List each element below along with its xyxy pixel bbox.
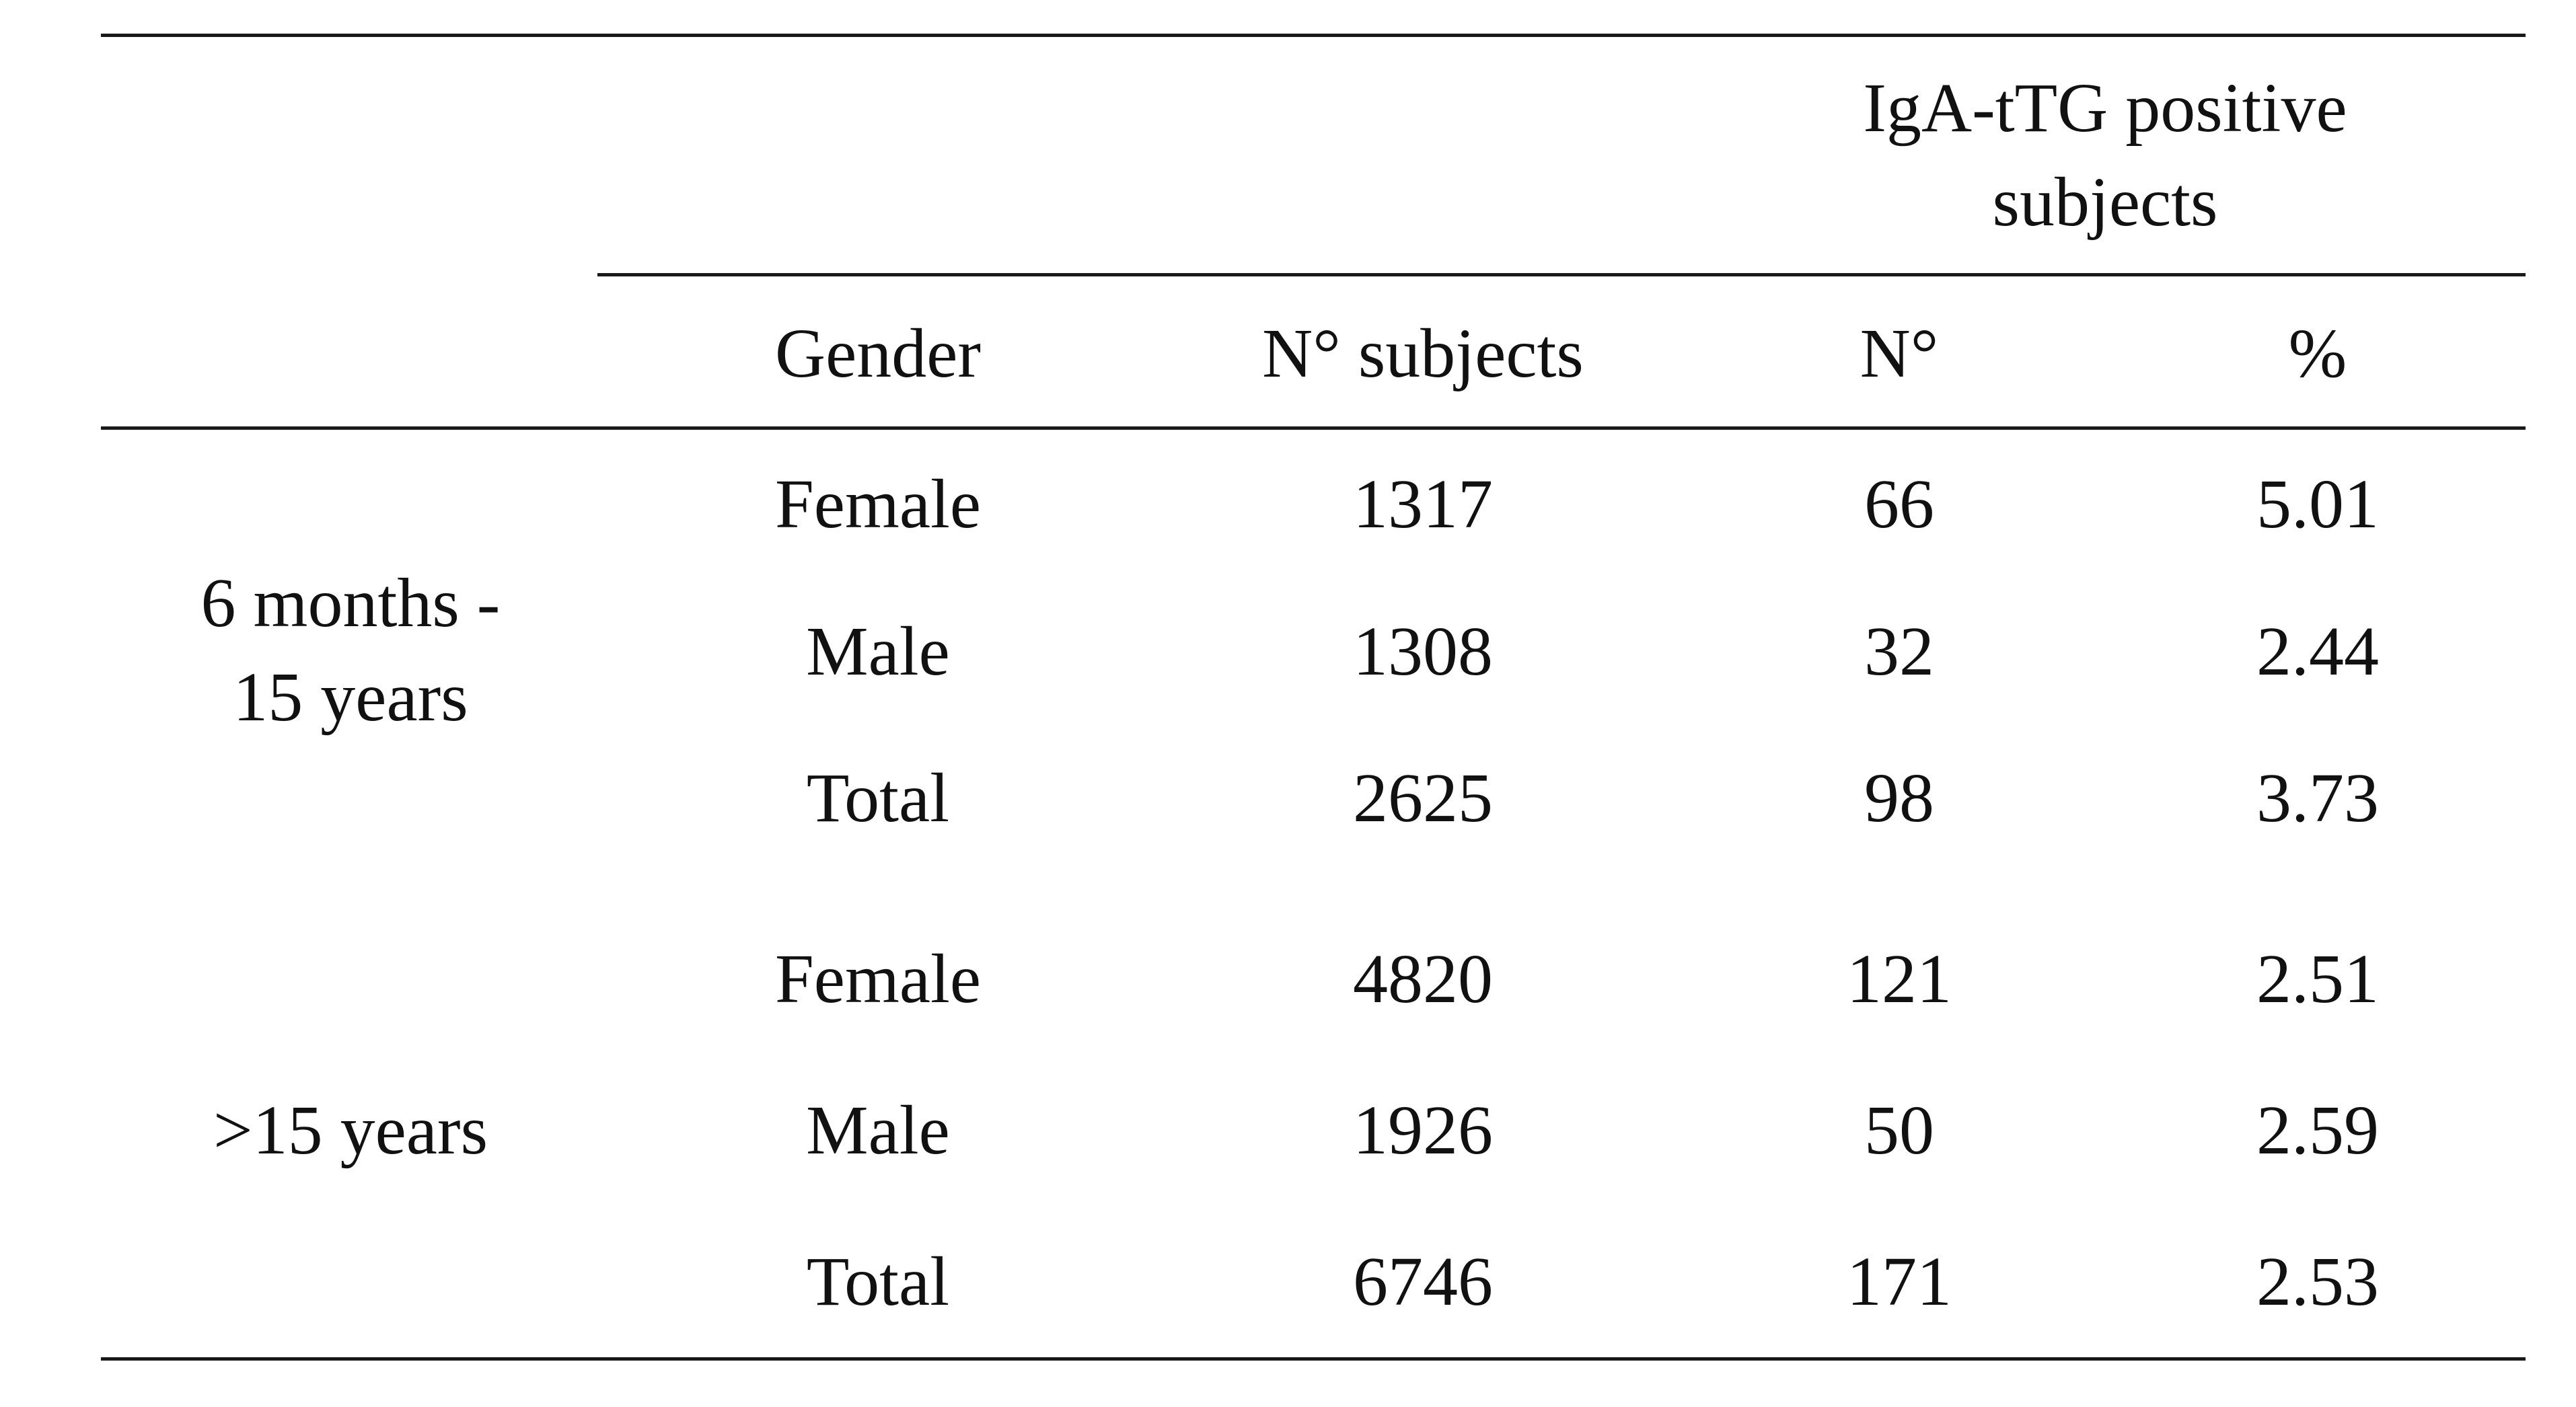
group-label-over-15-years: >15 years — [213, 1092, 488, 1169]
table-top-rule — [101, 34, 2526, 37]
cell-n-subjects: 6746 — [1353, 1243, 1493, 1320]
cell-n-positive: 66 — [1864, 465, 1934, 543]
cell-n-subjects: 1308 — [1353, 613, 1493, 690]
cell-n-positive: 98 — [1864, 759, 1934, 837]
cell-n-subjects: 4820 — [1353, 940, 1493, 1018]
group-header-iga-ttg: IgA-tTG positive subjects — [1863, 61, 2347, 250]
cell-gender: Female — [774, 940, 982, 1018]
cell-n-subjects: 1926 — [1353, 1092, 1493, 1169]
cell-percent: 2.44 — [2256, 613, 2379, 690]
cell-gender: Male — [806, 613, 950, 690]
table-bottom-rule — [101, 1357, 2526, 1361]
cell-n-positive: 50 — [1864, 1092, 1934, 1169]
cell-gender: Male — [806, 1092, 950, 1169]
cell-gender: Female — [774, 465, 982, 543]
group-header-rule — [597, 273, 2526, 276]
cell-percent: 2.51 — [2256, 940, 2379, 1018]
column-header-gender: Gender — [774, 315, 982, 392]
group-label-line-2: 15 years — [233, 658, 468, 736]
column-header-n-positive: N° — [1860, 315, 1939, 392]
cell-n-positive: 32 — [1864, 613, 1934, 690]
cell-percent: 3.73 — [2256, 759, 2379, 837]
group-header-line-2: subjects — [1992, 163, 2218, 241]
group-label-line-1: 6 months - — [200, 564, 501, 642]
cell-n-subjects: 2625 — [1353, 759, 1493, 837]
column-header-n-subjects: N° subjects — [1262, 315, 1584, 392]
cell-n-positive: 171 — [1847, 1243, 1952, 1320]
cell-percent: 2.53 — [2256, 1243, 2379, 1320]
cell-percent: 5.01 — [2256, 465, 2379, 543]
column-header-rule — [101, 426, 2526, 430]
cell-n-positive: 121 — [1847, 940, 1952, 1018]
group-header-line-1: IgA-tTG positive — [1863, 69, 2347, 147]
cell-gender: Total — [806, 759, 950, 837]
cell-gender: Total — [806, 1243, 950, 1320]
cell-percent: 2.59 — [2256, 1092, 2379, 1169]
column-header-percent: % — [2288, 315, 2347, 392]
group-label-6-months-15-years: 6 months - 15 years — [201, 556, 501, 745]
cell-n-subjects: 1317 — [1353, 465, 1493, 543]
